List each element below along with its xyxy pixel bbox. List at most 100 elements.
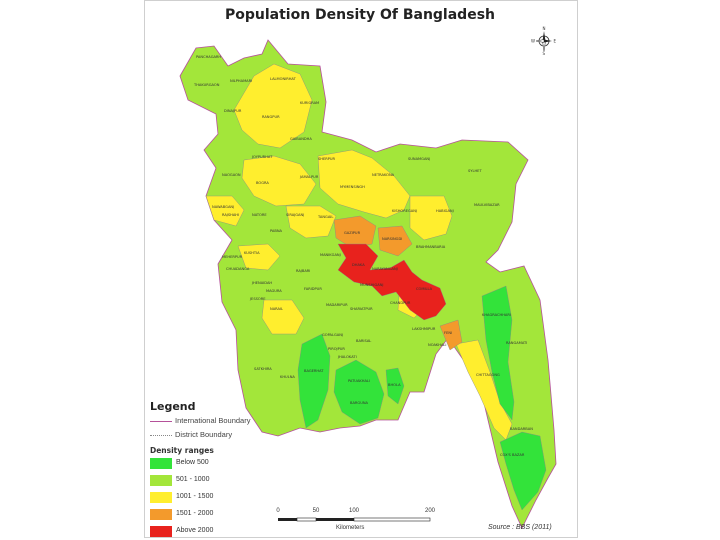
- district-label: BOGRA: [256, 181, 269, 185]
- density-ranges-title: Density ranges: [150, 446, 214, 455]
- region-bagerhat-green: [297, 333, 331, 429]
- region-north-yellow: [233, 63, 313, 149]
- legend-range-row: Below 500: [150, 457, 280, 472]
- district-label: CHITTAGONG: [476, 373, 500, 377]
- legend-range-row: Above 2000: [150, 525, 280, 540]
- region-central-yellow: [317, 149, 411, 219]
- region-bogra-yellow: [241, 155, 317, 207]
- legend-range-row: 1001 - 1500: [150, 491, 280, 506]
- region-patuakhali-green: [333, 359, 385, 425]
- district-label: RANGPUR: [262, 115, 280, 119]
- map-title: Population Density Of Bangladesh: [224, 7, 495, 23]
- range-label: 1501 - 2000: [176, 510, 214, 517]
- compass-east-label: E: [554, 39, 557, 44]
- district-label: COMILLA: [416, 287, 433, 291]
- district-label: DINAJPUR: [224, 109, 242, 113]
- legend-boundary-district: District Boundary: [150, 430, 280, 441]
- region-narsingdi-orange: [377, 225, 413, 257]
- district-label: KHULNA: [280, 375, 295, 379]
- range-label: 501 - 1000: [176, 476, 210, 483]
- district-label: NARAYANGANJ: [372, 267, 398, 271]
- scale-unit-label: Kilometers: [336, 525, 365, 531]
- district-label: SIRAJGANJ: [286, 213, 304, 217]
- district-label: DHAKA: [352, 263, 365, 267]
- district-label: PATUAKHALI: [348, 379, 370, 383]
- boundary-label: District Boundary: [175, 430, 233, 439]
- region-dhaka-red: [337, 243, 447, 321]
- district-labels: PANCHAGARH THAKURGAON NILPHAMARI LALMONI…: [193, 55, 533, 457]
- district-label: MYMENSINGH: [340, 185, 365, 189]
- district-label: BHOLA: [388, 383, 401, 387]
- district-label: RAJSHAHI: [222, 213, 239, 217]
- district-label: RANGAMATI: [506, 341, 527, 345]
- legend-range-row: 501 - 1000: [150, 474, 280, 489]
- district-label: NETRAKONA: [372, 173, 395, 177]
- range-swatch: [150, 526, 172, 537]
- district-label: GAIBANDHA: [290, 137, 312, 141]
- district-label: JOYPURHAT: [251, 155, 273, 159]
- scale-tick-label: 100: [348, 508, 360, 514]
- district-label: NILPHAMARI: [230, 79, 252, 83]
- district-label: NARAIL: [270, 307, 283, 311]
- district-label: LALMONIRHAT: [270, 77, 297, 81]
- district-label: RAJBARI: [296, 269, 310, 273]
- district-label: BRAHMANBARIA: [416, 245, 446, 249]
- scale-tick-label: 0: [276, 508, 280, 514]
- district-label: GOPALGANJ: [322, 333, 343, 337]
- legend-title: Legend: [150, 400, 196, 413]
- district-label: SYLHET: [468, 169, 482, 173]
- district-label: NARSINGDI: [382, 237, 402, 241]
- district-label: MAULVIBAZAR: [474, 203, 500, 207]
- range-label: Above 2000: [176, 527, 214, 534]
- scale-bar: 0 50 100 200 Kilometers: [274, 508, 444, 534]
- district-label: NAOGAON: [222, 173, 241, 177]
- district-label: NOAKHALI: [428, 343, 447, 347]
- district-label: HABIGANJ: [436, 209, 454, 213]
- region-chittagong-yellow: [455, 339, 513, 441]
- boundary-label: International Boundary: [175, 416, 251, 425]
- district-label: MANIKGANJ: [320, 253, 341, 257]
- district-label: MAGURA: [266, 289, 282, 293]
- boundary-line-swatch: [150, 421, 172, 422]
- district-label: SHERPUR: [318, 157, 336, 161]
- district-label: JESSORE: [249, 297, 266, 301]
- region-comilla-yellow: [409, 195, 453, 241]
- district-label: BANDARBAN: [510, 427, 533, 431]
- range-swatch: [150, 475, 172, 486]
- compass-south-label: S: [543, 51, 546, 56]
- region-south-yellow: [261, 299, 305, 335]
- density-regions: [205, 63, 547, 511]
- district-label: KHAGRACHHARI: [482, 313, 511, 317]
- compass-west-label: W: [531, 39, 535, 44]
- district-label: THAKURGAON: [193, 83, 220, 87]
- district-label: FARIDPUR: [304, 287, 322, 291]
- district-label: PIROJPUR: [328, 347, 345, 351]
- district-label: JHENAIDAH: [251, 281, 272, 285]
- compass-rose-icon: N S W E: [531, 26, 557, 56]
- range-swatch: [150, 492, 172, 503]
- district-label: COX'S BAZAR: [500, 453, 525, 457]
- district-label: MEHERPUR: [222, 255, 243, 259]
- region-bandarban-green: [481, 285, 515, 421]
- district-label: SHARIATPUR: [350, 307, 373, 311]
- region-kushtia-yellow: [237, 243, 281, 271]
- region-feni-orange: [439, 319, 463, 351]
- district-label: JHALOKATI: [337, 355, 357, 359]
- district-label: GAZIPUR: [344, 231, 361, 235]
- district-label: LAKSHMIPUR: [412, 327, 436, 331]
- district-label: FENI: [444, 331, 452, 335]
- district-label: NATORE: [252, 213, 267, 217]
- district-label: PABNA: [270, 229, 283, 233]
- district-label: MADARIPUR: [326, 303, 348, 307]
- region-west-yellow: [205, 195, 245, 227]
- district-label: CHUADANGA: [226, 267, 250, 271]
- source-note: Source : BBS (2011): [488, 524, 552, 531]
- district-label: NAWABGANJ: [212, 205, 234, 209]
- range-swatch: [150, 509, 172, 520]
- range-label: 1001 - 1500: [176, 493, 214, 500]
- boundary-line-swatch: [150, 435, 172, 436]
- legend-range-row: 1501 - 2000: [150, 508, 280, 523]
- district-label: BAGERHAT: [304, 369, 324, 373]
- legend-boundary-international: International Boundary: [150, 416, 280, 427]
